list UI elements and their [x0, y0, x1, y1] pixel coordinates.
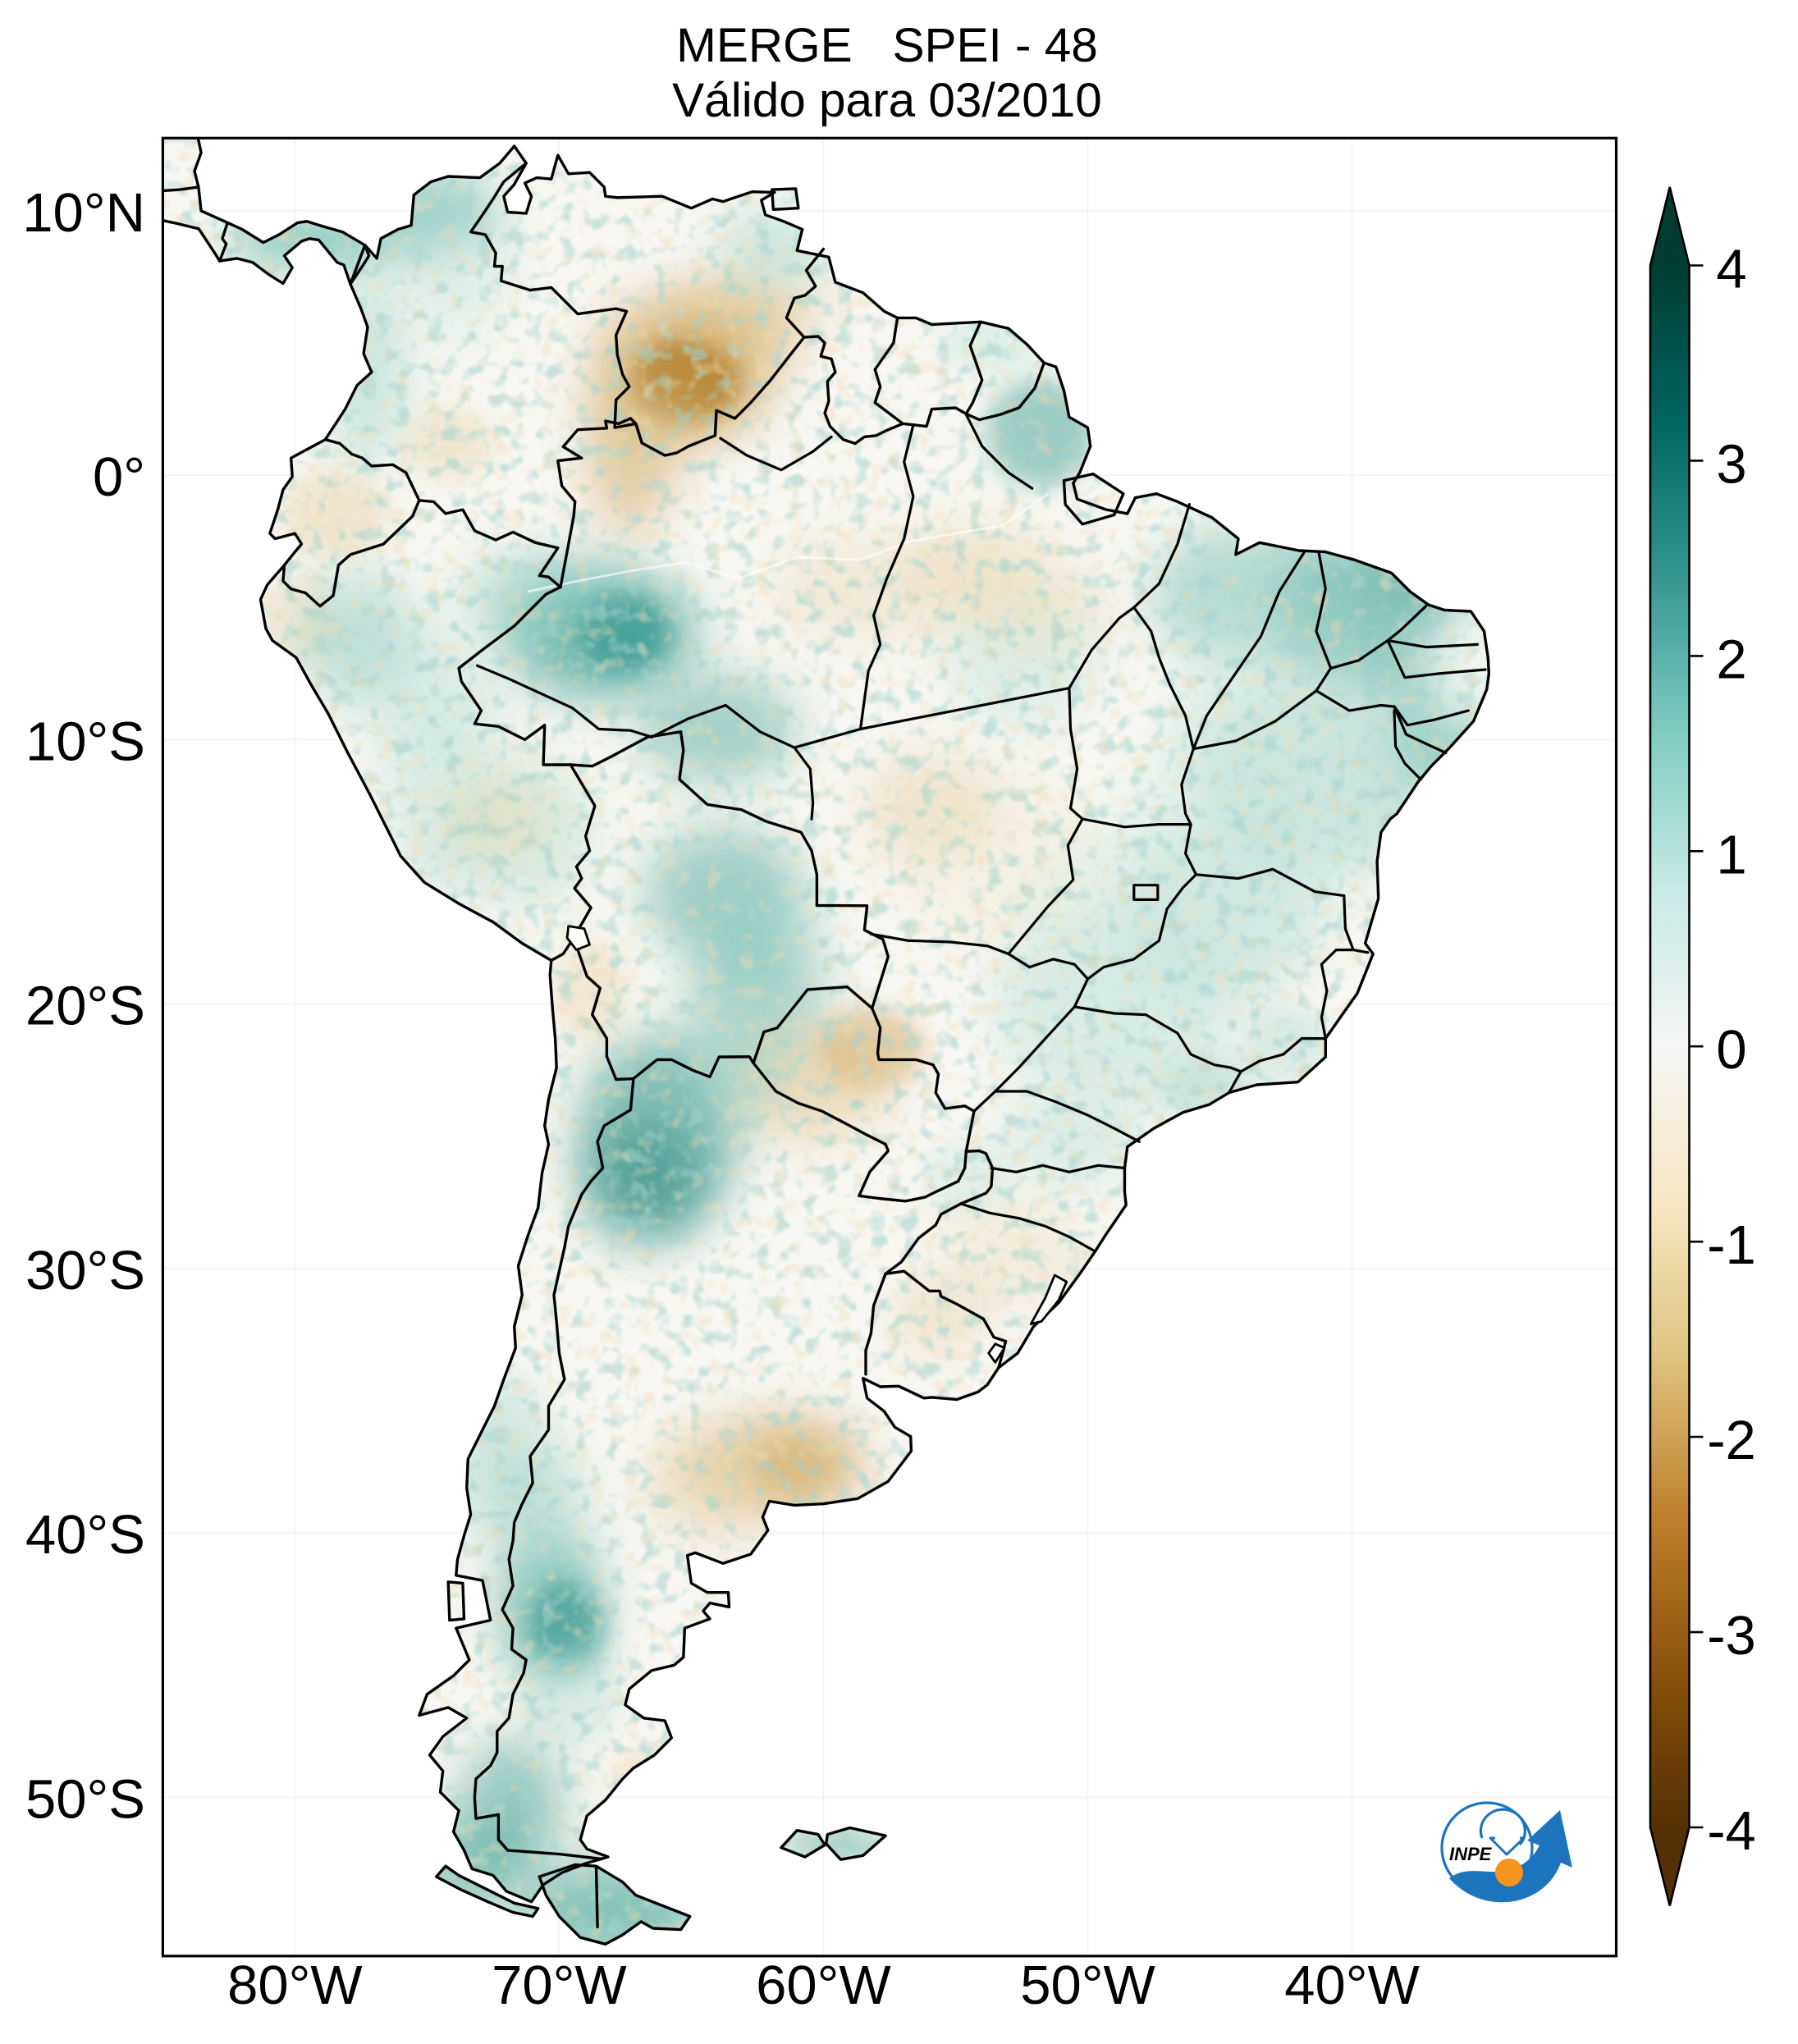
svg-text:3: 3	[1716, 433, 1746, 495]
svg-text:-2: -2	[1707, 1410, 1756, 1471]
svg-text:20°S: 20°S	[25, 976, 145, 1037]
svg-text:0°: 0°	[93, 446, 145, 508]
svg-text:50°W: 50°W	[1020, 1955, 1155, 2016]
svg-text:-4: -4	[1707, 1800, 1756, 1862]
svg-text:INPE: INPE	[1449, 1844, 1493, 1864]
svg-text:40°S: 40°S	[25, 1504, 145, 1566]
svg-text:2: 2	[1716, 629, 1746, 690]
svg-text:10°N: 10°N	[22, 182, 145, 244]
svg-text:50°S: 50°S	[25, 1768, 145, 1830]
svg-text:0: 0	[1716, 1019, 1746, 1081]
svg-text:60°W: 60°W	[756, 1955, 891, 2016]
svg-text:40°W: 40°W	[1284, 1955, 1420, 2016]
svg-text:1: 1	[1716, 824, 1746, 885]
svg-text:-1: -1	[1707, 1214, 1756, 1276]
svg-text:4: 4	[1716, 239, 1746, 300]
svg-text:-3: -3	[1707, 1605, 1756, 1667]
svg-text:MERGE SPEI - 48: MERGE SPEI - 48	[676, 19, 1098, 72]
svg-text:Válido para 03/2010: Válido para 03/2010	[672, 74, 1102, 127]
svg-text:10°S: 10°S	[25, 711, 145, 772]
svg-text:30°S: 30°S	[25, 1240, 145, 1301]
svg-text:80°W: 80°W	[227, 1955, 363, 2016]
svg-text:70°W: 70°W	[492, 1955, 627, 2016]
